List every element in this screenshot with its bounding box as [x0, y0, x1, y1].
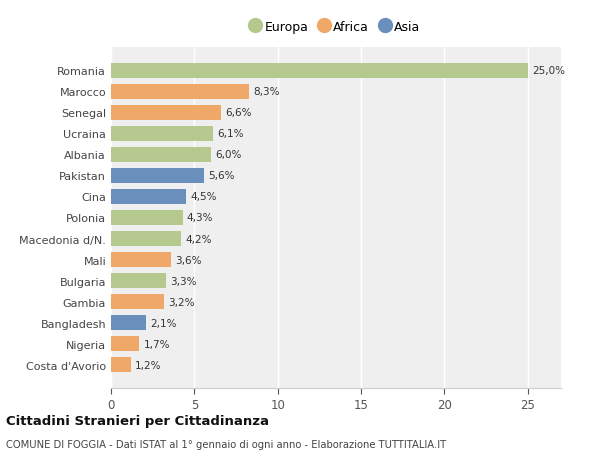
Text: 4,5%: 4,5% [190, 192, 217, 202]
Text: 3,2%: 3,2% [169, 297, 195, 307]
Bar [111, 252, 171, 268]
Bar [111, 336, 139, 352]
Text: 5,6%: 5,6% [209, 171, 235, 181]
Bar [111, 294, 164, 309]
Bar [111, 190, 186, 205]
Bar [111, 168, 205, 184]
Text: COMUNE DI FOGGIA - Dati ISTAT al 1° gennaio di ogni anno - Elaborazione TUTTITAL: COMUNE DI FOGGIA - Dati ISTAT al 1° genn… [6, 440, 446, 449]
Text: Cittadini Stranieri per Cittadinanza: Cittadini Stranieri per Cittadinanza [6, 414, 269, 428]
Text: 3,6%: 3,6% [175, 255, 202, 265]
Bar [111, 127, 212, 142]
Text: 3,3%: 3,3% [170, 276, 197, 286]
Text: 6,6%: 6,6% [225, 108, 251, 118]
Text: 2,1%: 2,1% [150, 318, 176, 328]
Bar [111, 315, 146, 330]
Text: 1,2%: 1,2% [135, 360, 161, 370]
Text: 6,0%: 6,0% [215, 150, 242, 160]
Text: 1,7%: 1,7% [143, 339, 170, 349]
Bar [111, 274, 166, 289]
Bar [111, 231, 181, 246]
Text: 6,1%: 6,1% [217, 129, 244, 139]
Legend: Europa, Africa, Asia: Europa, Africa, Asia [248, 17, 424, 38]
Bar [111, 106, 221, 121]
Text: 4,3%: 4,3% [187, 213, 214, 223]
Bar [111, 64, 527, 79]
Text: 8,3%: 8,3% [254, 87, 280, 97]
Bar [111, 357, 131, 372]
Bar [111, 147, 211, 162]
Text: 4,2%: 4,2% [185, 234, 212, 244]
Text: 25,0%: 25,0% [532, 66, 565, 76]
Bar [111, 211, 182, 225]
Bar [111, 84, 250, 100]
